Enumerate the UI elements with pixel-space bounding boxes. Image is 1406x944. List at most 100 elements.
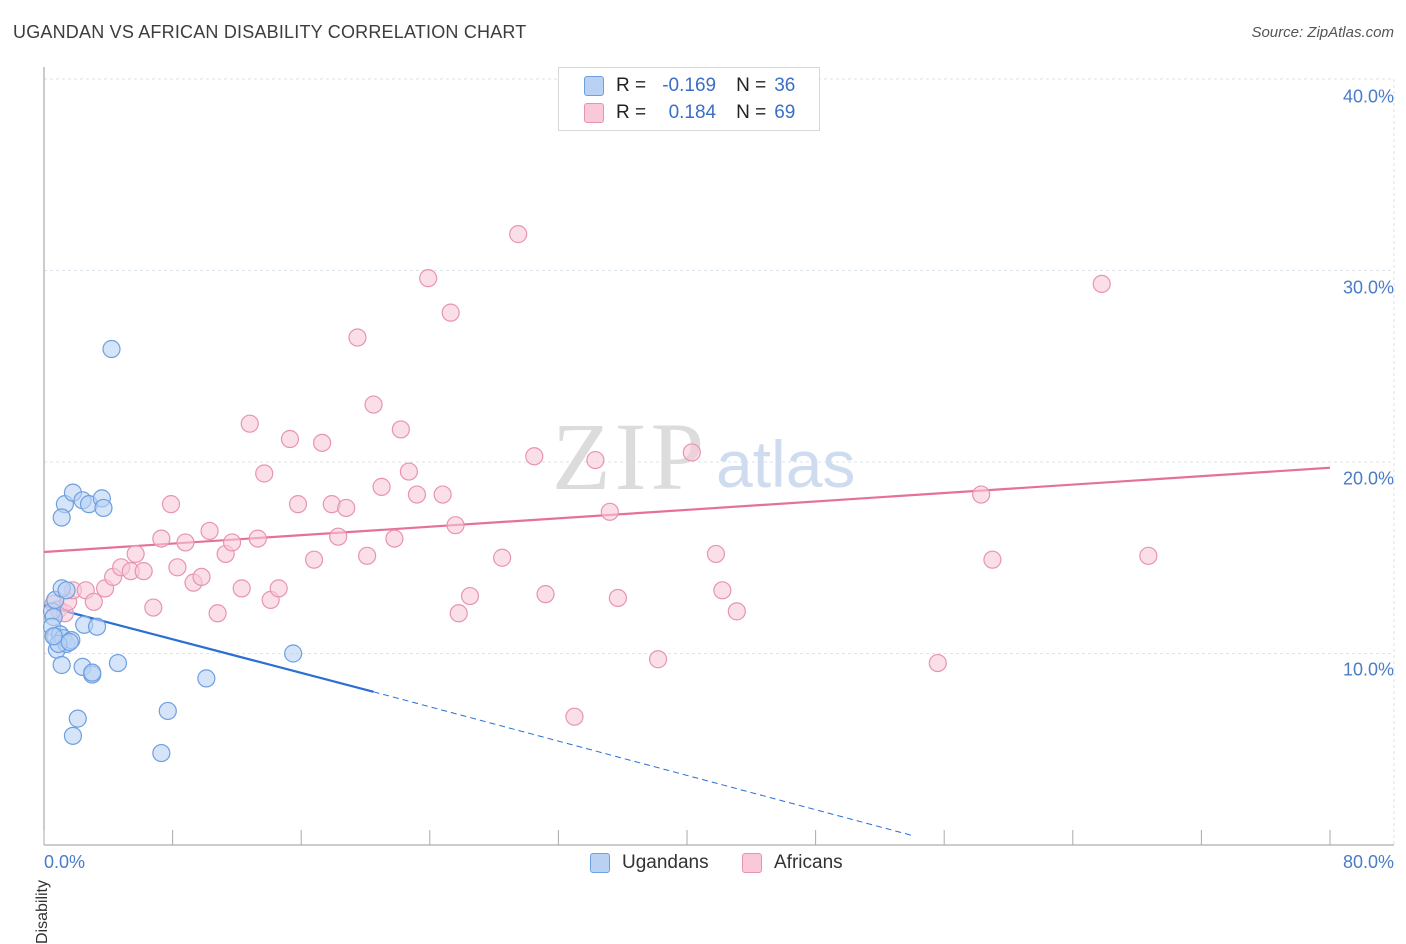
africans-point [348,328,367,347]
africans-point [648,650,668,669]
africans-points [44,225,1158,726]
ugandans-legend-swatch [590,853,610,873]
source-label: Source: ZipAtlas.com [1251,24,1394,41]
r-value: -0.169 [662,75,717,96]
africans-swatch [584,103,604,123]
africans-point [312,433,332,452]
ugandans-point [44,627,63,646]
africans-point [713,581,732,600]
ugandans-point [63,726,83,745]
ugandans-point [197,669,216,688]
ugandans-swatch [584,76,604,96]
x-tick-label-min: 0.0% [44,852,86,872]
africans-point [161,495,181,514]
r-value: 0.184 [668,102,717,123]
ugandans-point [87,617,107,636]
africans-point [1139,546,1158,565]
ugandans-point [284,644,303,663]
chart-title: UGANDAN VS AFRICAN DISABILITY CORRELATIO… [13,22,527,42]
ugandans-point [108,653,128,673]
ugandans-point [57,581,76,600]
africans-point [565,707,584,726]
africans-point [972,485,991,504]
r-label: R = [616,75,647,96]
legend-item-ugandans[interactable]: Ugandans [590,852,709,874]
ugandans-trend-extension [373,691,913,836]
africans-point [152,529,171,548]
africans-point [372,477,391,496]
ugandans-point [102,339,121,359]
africans-point [240,414,259,433]
n-value: 69 [774,102,796,123]
africans-point [682,443,701,462]
scatter-plot: ZIP atlas [42,67,1395,846]
africans-point [269,579,288,598]
watermark-zip: ZIP [552,403,708,510]
africans-point [337,498,356,518]
africans-point [304,550,324,569]
ugandans-point [52,655,71,675]
trend-lines [43,466,1331,836]
africans-point [399,462,419,481]
africans-point [364,395,383,414]
y-axis-label: Disability [34,879,51,944]
africans-point [608,588,627,608]
ugandans-point [83,663,102,682]
n-label: N = [736,102,767,123]
africans-point [525,447,544,466]
correlation-legend: R = -0.169 N = 36 R = 0.184 N = 69 [558,67,820,131]
y-tick-label: 30.0% [1342,277,1394,298]
africans-point [232,579,251,598]
africans-point [983,550,1002,569]
africans-point [407,485,427,504]
africans-point [358,546,377,565]
n-label: N = [736,75,767,96]
africans-point [144,598,163,617]
africans-point [727,602,746,621]
africans-point [385,529,404,548]
africans-point [288,495,308,514]
africans-point [706,544,726,564]
grid-lines [44,78,1395,845]
ugandans-point [158,701,177,721]
africans-point [460,586,480,606]
africans-point [248,529,267,548]
legend-item-africans[interactable]: Africans [742,852,843,874]
ugandans-point [52,508,71,527]
africans-point [200,521,219,541]
africans-point [84,592,103,611]
africans-point [176,533,195,552]
legend-row-africans: R = 0.184 N = 69 [584,101,795,125]
africans-point [168,558,187,577]
africans-point [419,269,438,288]
africans-legend-swatch [742,853,762,873]
africans-point [433,485,452,504]
africans-point [449,604,468,623]
africans-point [441,303,460,322]
africans-point [586,450,605,470]
africans-point [928,653,947,673]
africans-point [134,562,153,581]
africans-point [208,604,227,623]
africans-point [446,516,465,535]
africans-point [222,533,242,552]
y-tick-label: 20.0% [1342,468,1394,489]
watermark-atlas: atlas [716,427,855,501]
y-tick-label: 40.0% [1342,86,1394,107]
r-label: R = [616,102,647,123]
africans-point [509,225,528,244]
watermark: ZIP atlas [552,403,855,510]
africans-point [391,420,410,439]
y-tick-label: 10.0% [1342,659,1394,680]
series-legend: Ugandans Africans [0,852,1406,878]
legend-label: Ugandans [622,852,709,873]
ugandans-points [42,339,303,763]
africans-point [255,464,274,483]
legend-row-ugandans: R = -0.169 N = 36 [584,74,795,98]
africans-point [126,544,145,564]
africans-point [600,502,619,521]
ugandans-point [68,709,87,728]
africans-point [192,567,211,587]
africans-point [329,527,348,546]
africans-point [280,429,300,449]
